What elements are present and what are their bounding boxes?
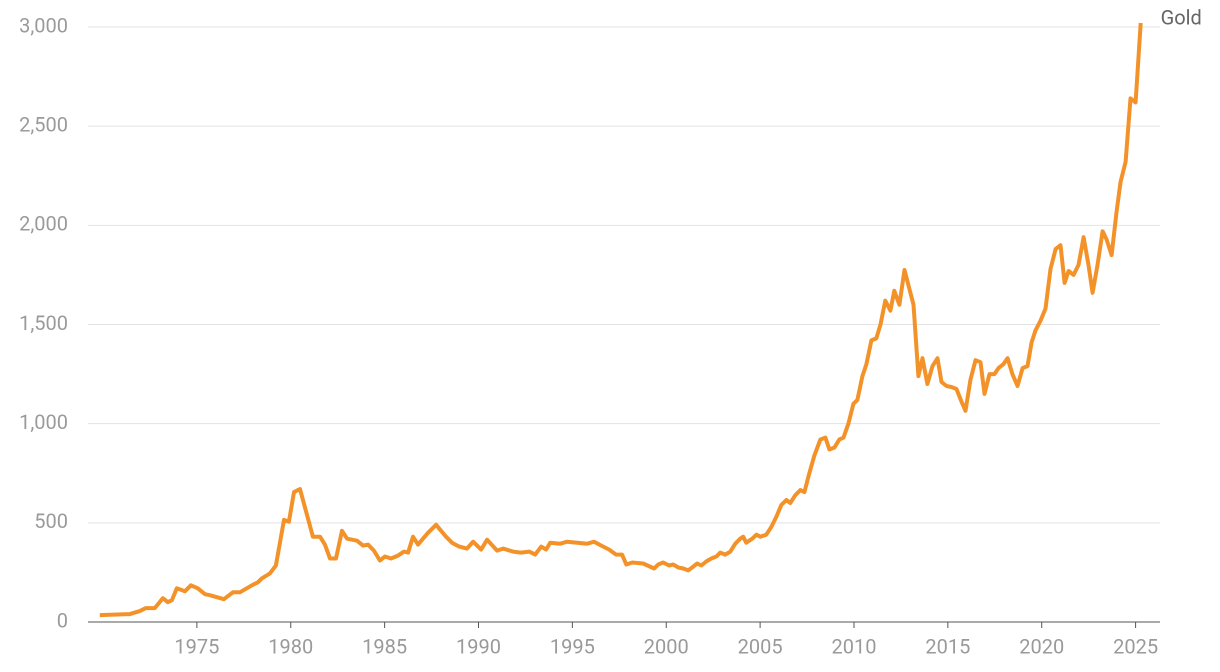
y-tick-label: 2,500 (19, 112, 68, 136)
x-tick-label: 1975 (174, 634, 219, 658)
x-tick-label: 1995 (550, 634, 595, 658)
y-tick-label: 1,500 (19, 311, 68, 335)
y-tick-label: 2,000 (19, 212, 68, 236)
x-tick-label: 2025 (1113, 634, 1158, 658)
x-tick-label: 1980 (268, 634, 313, 658)
y-tick-label: 500 (34, 509, 68, 533)
x-tick-label: 1985 (362, 634, 407, 658)
x-tick-label: 2020 (1019, 634, 1064, 658)
x-tick-label: 2010 (831, 634, 876, 658)
x-tick-label: 2005 (738, 634, 783, 658)
y-tick-label: 3,000 (19, 13, 68, 37)
y-tick-label: 0 (57, 608, 68, 632)
y-tick-label: 1,000 (19, 410, 68, 434)
x-tick-label: 2015 (925, 634, 970, 658)
series-label: Gold (1161, 5, 1202, 29)
x-tick-label: 1990 (456, 634, 501, 658)
line-series (99, 22, 1143, 618)
x-tick-label: 2000 (644, 634, 689, 658)
